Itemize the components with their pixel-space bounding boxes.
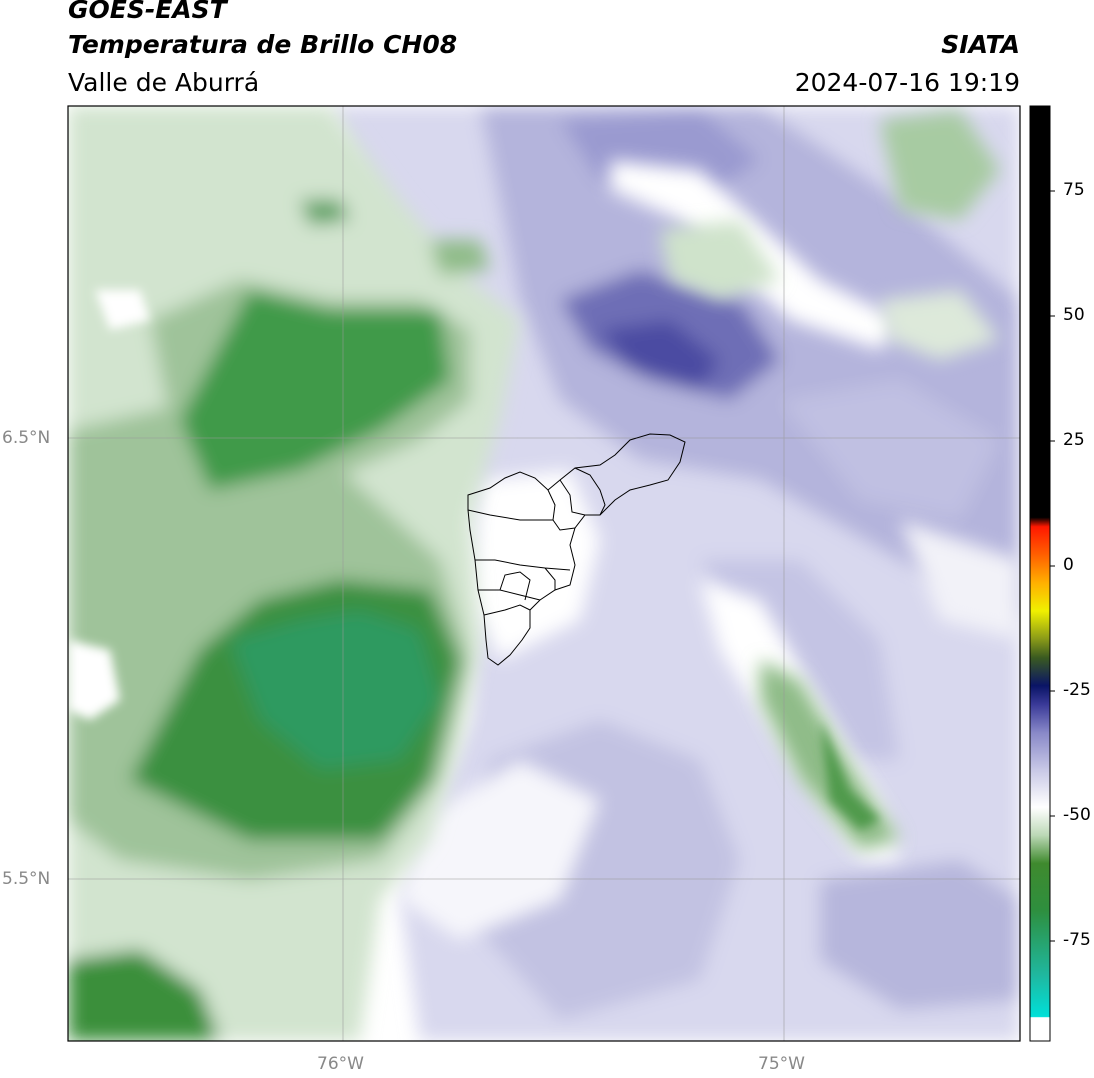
map-gridlines xyxy=(68,106,1020,1041)
colorbar-tick-label: 75 xyxy=(1063,180,1085,200)
agency-label: SIATA xyxy=(941,30,1020,59)
colorbar-tick-label: -50 xyxy=(1063,805,1091,825)
satellite-title: GOES-EAST xyxy=(68,0,227,24)
colorbar xyxy=(1029,105,1055,1042)
lat-tick-label: 6.5°N xyxy=(2,428,51,448)
product-title: Temperatura de Brillo CH08 xyxy=(68,30,458,59)
map-frame xyxy=(67,105,1021,1042)
region-label: Valle de Aburrá xyxy=(68,68,260,97)
lon-tick-label: 75°W xyxy=(758,1054,805,1074)
brightness-temperature-field xyxy=(68,106,1020,1041)
colorbar-tick-label: 0 xyxy=(1063,555,1074,575)
colorbar-tick-label: 25 xyxy=(1063,430,1085,450)
colorbar-tick-label: -75 xyxy=(1063,930,1091,950)
colorbar-tick-label: -25 xyxy=(1063,680,1091,700)
valle-de-aburra-boundaries xyxy=(467,433,686,666)
lon-tick-label: 76°W xyxy=(317,1054,364,1074)
datetime-label: 2024-07-16 19:19 xyxy=(794,68,1020,97)
lat-tick-label: 5.5°N xyxy=(2,869,51,889)
colorbar-ticks xyxy=(1050,190,1055,942)
colorbar-tick-label: 50 xyxy=(1063,305,1085,325)
